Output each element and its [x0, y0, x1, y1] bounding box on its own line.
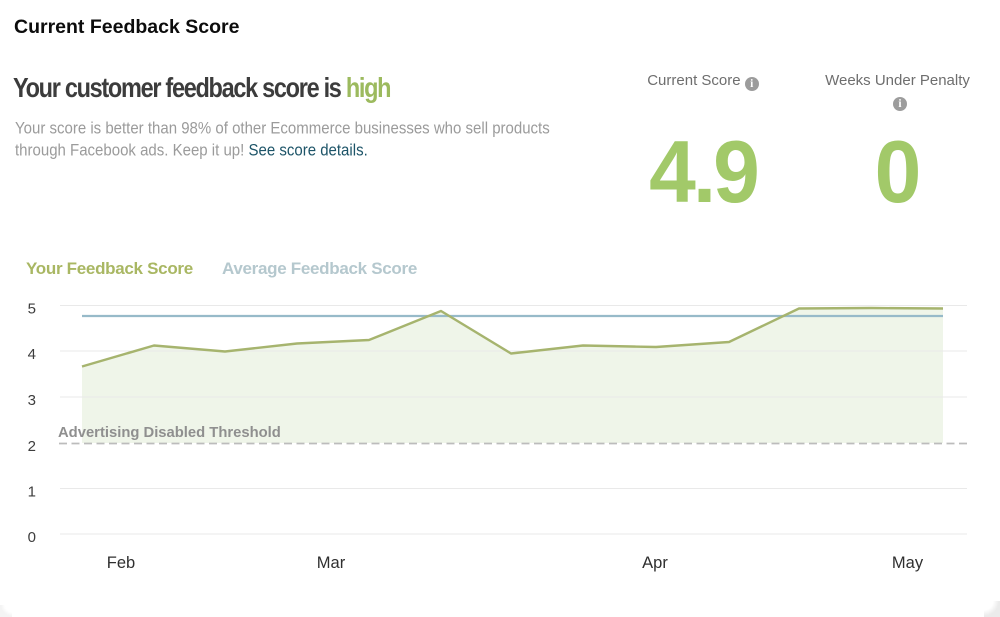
svg-text:0: 0 [28, 529, 36, 546]
svg-text:Mar: Mar [317, 554, 346, 572]
svg-text:May: May [892, 554, 924, 572]
svg-text:Advertising Disabled Threshold: Advertising Disabled Threshold [58, 425, 281, 441]
svg-text:Apr: Apr [642, 554, 668, 572]
svg-text:4: 4 [28, 346, 36, 363]
svg-text:3: 3 [28, 392, 36, 409]
svg-text:1: 1 [28, 484, 36, 501]
svg-text:Feb: Feb [107, 554, 135, 572]
svg-text:2: 2 [28, 438, 36, 455]
svg-text:5: 5 [28, 301, 36, 318]
